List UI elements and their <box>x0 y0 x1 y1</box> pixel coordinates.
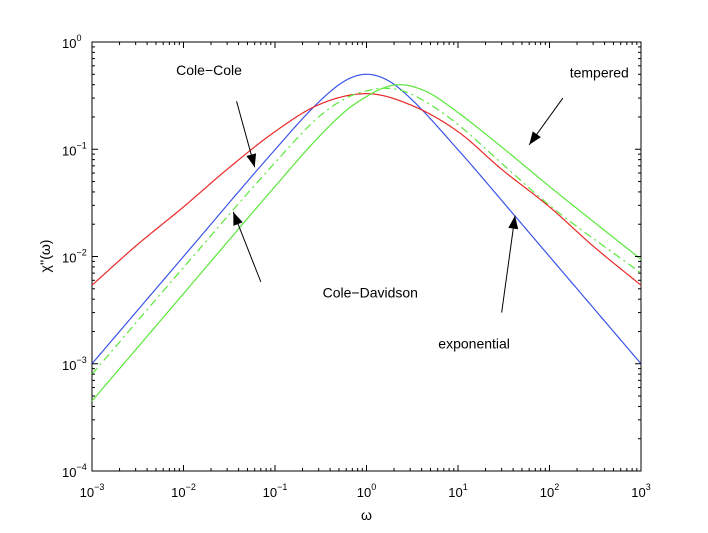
x-tick-label: 10−3 <box>80 482 105 500</box>
annotation-arrow-exponential <box>501 215 516 313</box>
annotation-label-exponential: exponential <box>438 335 510 351</box>
y-tick-label: 100 <box>62 33 81 51</box>
x-axis-label: ω <box>361 507 372 523</box>
annotation-arrowhead-cole-cole <box>246 153 257 168</box>
x-tick-label: 10−2 <box>171 482 196 500</box>
y-tick-label: 10−3 <box>62 355 87 373</box>
series-line-exponential <box>91 73 642 365</box>
annotation-arrowhead-tempered <box>529 131 541 145</box>
annotation-arrowhead-exponential <box>508 215 519 230</box>
annotation-label-cole-davidson: Cole−Davidson <box>323 285 418 301</box>
annotation-label-cole-cole: Cole−Cole <box>176 62 242 78</box>
y-axis-label: χ''(ω) <box>37 240 53 273</box>
series-line-cole-cole <box>91 93 642 286</box>
annotation-label-tempered: tempered <box>570 64 629 80</box>
y-tick-label: 10−1 <box>62 140 87 158</box>
series-line-tempered <box>91 84 642 402</box>
annotation-layer: Cole−Cole tempered Cole−Davidson exponentia… <box>176 62 629 351</box>
x-tick-label: 102 <box>540 482 559 500</box>
x-tick-label: 10−1 <box>263 482 288 500</box>
series-line-cole-davidson <box>91 87 642 375</box>
y-tick-label: 10−4 <box>62 462 87 480</box>
plot-area <box>91 41 642 472</box>
annotation-arrowhead-cole-davidson <box>233 211 243 226</box>
x-tick-label: 101 <box>448 482 467 500</box>
x-tick-label: 100 <box>357 482 376 500</box>
tick-layer: 10−3 10−2 10−1 100 101 102 103 10−4 10−3 10−2 10−1… <box>62 33 651 500</box>
series-layer <box>91 73 642 402</box>
y-tick-label: 10−2 <box>62 248 87 266</box>
x-tick-label: 103 <box>631 482 650 500</box>
